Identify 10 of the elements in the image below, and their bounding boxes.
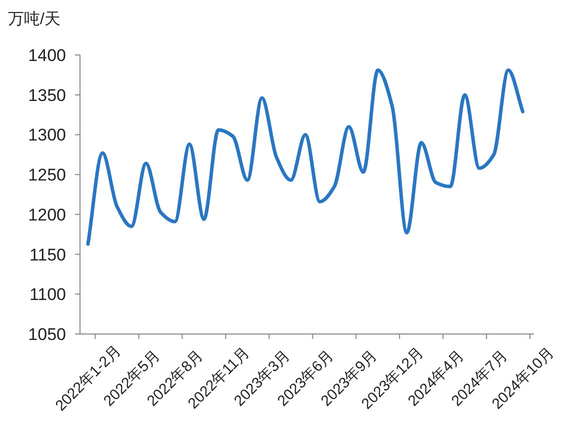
line-series bbox=[86, 68, 525, 246]
y-tick-label: 1100 bbox=[29, 285, 66, 304]
y-tick-label: 1400 bbox=[28, 46, 66, 65]
y-tick-label: 1250 bbox=[28, 166, 66, 185]
y-tick-label: 1050 bbox=[28, 325, 66, 344]
y-tick-label: 1200 bbox=[28, 205, 66, 224]
y-tick-label: 1300 bbox=[28, 126, 66, 145]
y-tick-label: 1350 bbox=[28, 86, 66, 105]
y-tick-label: 1150 bbox=[29, 245, 66, 264]
y-axis-title: 万吨/天 bbox=[8, 10, 60, 28]
